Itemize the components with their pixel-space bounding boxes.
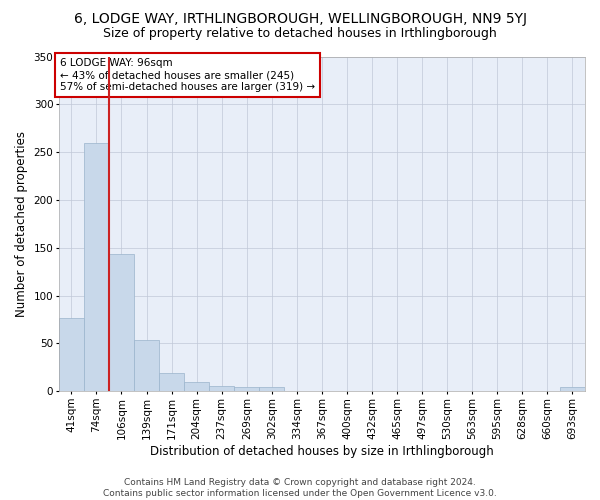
Bar <box>209 386 234 392</box>
Text: Contains HM Land Registry data © Crown copyright and database right 2024.
Contai: Contains HM Land Registry data © Crown c… <box>103 478 497 498</box>
Bar <box>234 388 259 392</box>
Bar <box>184 382 209 392</box>
Bar <box>84 142 109 392</box>
Bar <box>134 340 159 392</box>
Bar <box>109 254 134 392</box>
Bar <box>560 388 585 392</box>
Text: 6, LODGE WAY, IRTHLINGBOROUGH, WELLINGBOROUGH, NN9 5YJ: 6, LODGE WAY, IRTHLINGBOROUGH, WELLINGBO… <box>74 12 527 26</box>
Bar <box>159 373 184 392</box>
Y-axis label: Number of detached properties: Number of detached properties <box>15 131 28 317</box>
Text: Size of property relative to detached houses in Irthlingborough: Size of property relative to detached ho… <box>103 28 497 40</box>
Bar <box>259 388 284 392</box>
Bar <box>59 318 84 392</box>
Text: 6 LODGE WAY: 96sqm
← 43% of detached houses are smaller (245)
57% of semi-detach: 6 LODGE WAY: 96sqm ← 43% of detached hou… <box>60 58 315 92</box>
X-axis label: Distribution of detached houses by size in Irthlingborough: Distribution of detached houses by size … <box>150 444 494 458</box>
